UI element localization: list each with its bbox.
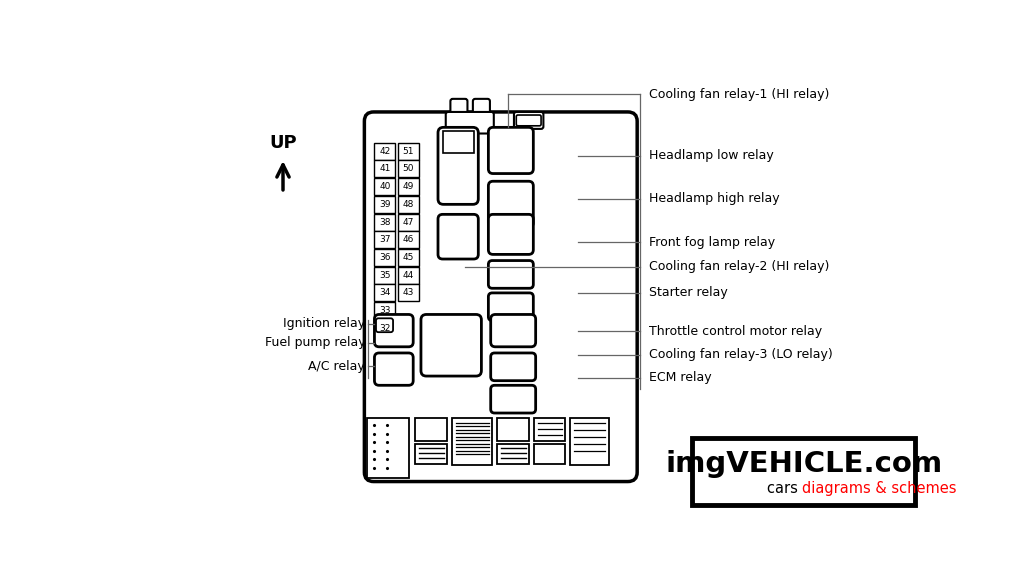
Bar <box>442 131 474 153</box>
Text: 49: 49 <box>402 182 414 191</box>
Text: Cooling fan relay-3 (LO relay): Cooling fan relay-3 (LO relay) <box>649 348 833 361</box>
Bar <box>375 302 395 319</box>
Text: 38: 38 <box>379 218 391 227</box>
Text: Throttle control motor relay: Throttle control motor relay <box>649 325 822 338</box>
Text: 40: 40 <box>379 182 390 191</box>
Text: Cooling fan relay-1 (HI relay): Cooling fan relay-1 (HI relay) <box>649 88 829 101</box>
Bar <box>375 267 395 284</box>
Text: 39: 39 <box>379 200 391 209</box>
Text: 33: 33 <box>379 306 391 315</box>
FancyBboxPatch shape <box>376 318 393 332</box>
Bar <box>497 418 529 441</box>
Bar <box>375 196 395 213</box>
Bar <box>397 196 419 213</box>
Bar <box>397 143 419 160</box>
Bar <box>375 249 395 266</box>
Text: ECM relay: ECM relay <box>649 371 712 384</box>
FancyBboxPatch shape <box>488 215 534 255</box>
FancyBboxPatch shape <box>490 353 536 380</box>
Bar <box>397 284 419 302</box>
Bar <box>397 267 419 284</box>
Text: Ignition relay: Ignition relay <box>283 317 366 330</box>
Bar <box>397 231 419 248</box>
Text: Headlamp high relay: Headlamp high relay <box>649 193 779 205</box>
Bar <box>375 231 395 248</box>
FancyBboxPatch shape <box>514 112 544 129</box>
FancyBboxPatch shape <box>490 385 536 413</box>
Bar <box>397 249 419 266</box>
FancyBboxPatch shape <box>375 314 414 347</box>
Bar <box>375 320 395 337</box>
Text: UP: UP <box>269 134 297 152</box>
FancyBboxPatch shape <box>375 353 414 385</box>
Text: 35: 35 <box>379 271 391 280</box>
Bar <box>397 178 419 195</box>
Bar <box>497 444 529 464</box>
Text: 48: 48 <box>402 200 414 209</box>
Text: 44: 44 <box>402 271 414 280</box>
FancyBboxPatch shape <box>516 115 541 126</box>
Text: 41: 41 <box>379 165 390 173</box>
Bar <box>397 161 419 177</box>
Text: 50: 50 <box>402 165 414 173</box>
FancyBboxPatch shape <box>421 314 481 376</box>
Text: 32: 32 <box>379 324 390 333</box>
Bar <box>569 418 608 465</box>
Text: imgVEHICLE.com: imgVEHICLE.com <box>666 450 942 478</box>
FancyBboxPatch shape <box>488 128 534 173</box>
Text: 46: 46 <box>402 235 414 244</box>
Bar <box>375 284 395 302</box>
Text: A/C relay: A/C relay <box>308 360 366 372</box>
Text: diagrams & schemes: diagrams & schemes <box>802 481 956 496</box>
Text: 51: 51 <box>402 147 414 155</box>
FancyBboxPatch shape <box>488 260 534 288</box>
Bar <box>375 213 395 230</box>
FancyBboxPatch shape <box>438 128 478 204</box>
Bar <box>367 418 410 478</box>
Bar <box>375 161 395 177</box>
Text: Front fog lamp relay: Front fog lamp relay <box>649 235 775 249</box>
FancyBboxPatch shape <box>365 112 637 481</box>
Text: 37: 37 <box>379 235 391 244</box>
FancyBboxPatch shape <box>488 181 534 227</box>
Bar <box>397 213 419 230</box>
FancyBboxPatch shape <box>488 293 534 321</box>
Bar <box>375 178 395 195</box>
FancyBboxPatch shape <box>445 112 494 133</box>
FancyBboxPatch shape <box>473 99 489 114</box>
Text: 42: 42 <box>379 147 390 155</box>
Text: 43: 43 <box>402 288 414 298</box>
Text: Starter relay: Starter relay <box>649 287 727 299</box>
Bar <box>375 143 395 160</box>
Bar <box>692 438 915 505</box>
Text: cars: cars <box>767 481 802 496</box>
FancyBboxPatch shape <box>490 314 536 347</box>
Text: 47: 47 <box>402 218 414 227</box>
Bar <box>535 444 565 464</box>
Text: Fuel pump relay: Fuel pump relay <box>264 336 366 349</box>
FancyBboxPatch shape <box>451 99 467 114</box>
Bar <box>535 418 565 441</box>
Text: Headlamp low relay: Headlamp low relay <box>649 149 773 162</box>
Text: 34: 34 <box>379 288 390 298</box>
Bar <box>452 418 493 465</box>
Text: 45: 45 <box>402 253 414 262</box>
FancyBboxPatch shape <box>438 215 478 259</box>
Bar <box>415 418 447 441</box>
Text: Cooling fan relay-2 (HI relay): Cooling fan relay-2 (HI relay) <box>649 260 829 273</box>
Bar <box>415 444 447 464</box>
Text: 36: 36 <box>379 253 391 262</box>
